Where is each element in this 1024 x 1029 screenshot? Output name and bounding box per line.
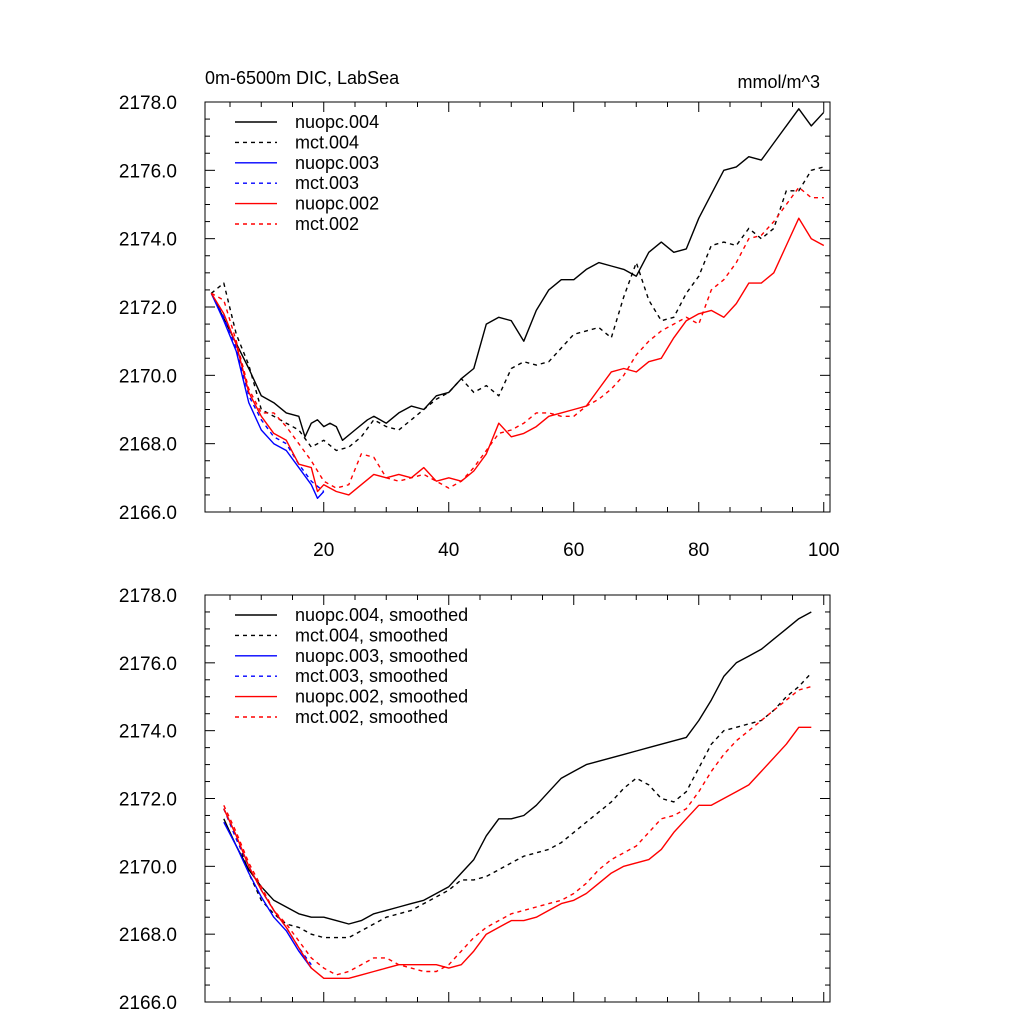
y-tick-label: 2174.0 (119, 230, 177, 251)
y-tick-label: 2166.0 (119, 993, 177, 1014)
units-label: mmol/m^3 (738, 72, 820, 92)
x-tick-label: 40 (438, 540, 459, 561)
series-line-nuopc-004-smoothed (223, 611, 812, 925)
legend-label: nuopc.002 (295, 194, 379, 214)
x-tick-label: 60 (563, 540, 584, 561)
x-tick-label: 100 (808, 540, 840, 561)
x-tick-label: 20 (313, 540, 334, 561)
series-line-mct-002 (210, 186, 824, 489)
y-tick-label: 2174.0 (119, 722, 177, 743)
y-tick-label: 2178.0 (119, 586, 177, 607)
y-tick-label: 2170.0 (119, 366, 177, 387)
series-line-mct-003-smoothed (223, 808, 312, 966)
legend-label: mct.002, smoothed (295, 707, 448, 727)
y-tick-label: 2168.0 (119, 435, 177, 456)
legend-label: nuopc.004 (295, 112, 379, 132)
y-tick-label: 2172.0 (119, 298, 177, 319)
legend-label: mct.004 (295, 132, 359, 152)
y-tick-label: 2176.0 (119, 654, 177, 675)
y-tick-label: 2172.0 (119, 790, 177, 811)
series-line-mct-004-smoothed (223, 672, 812, 939)
series-line-mct-003 (210, 292, 325, 493)
legend-label: mct.003 (295, 173, 359, 193)
series-line-nuopc-002-smoothed (223, 726, 812, 979)
legend-label: nuopc.004, smoothed (295, 605, 468, 625)
legend-label: nuopc.002, smoothed (295, 687, 468, 707)
legend-label: mct.003, smoothed (295, 666, 448, 686)
legend-label: nuopc.003, smoothed (295, 646, 468, 666)
y-tick-label: 2170.0 (119, 857, 177, 878)
legend-label: nuopc.003 (295, 153, 379, 173)
y-tick-label: 2176.0 (119, 161, 177, 182)
series-line-nuopc-002 (210, 217, 825, 496)
chart-title: 0m-6500m DIC, LabSea (205, 68, 400, 88)
y-tick-label: 2168.0 (119, 925, 177, 946)
series-line-nuopc-003 (210, 293, 325, 499)
series-line-nuopc-004 (210, 108, 825, 441)
series-line-mct-002-smoothed (223, 685, 812, 976)
bottom-panel: 2166.0 2168.0 2170.0 2172.0 2174.0 2176.0 2178… (119, 586, 831, 1014)
top-panel: 20 40 60 80 100 2166.0 2168.0 2170.0 2172.0 2174.… (119, 68, 840, 561)
x-tick-label: 80 (688, 540, 709, 561)
y-tick-label: 2178.0 (119, 93, 177, 114)
series-line-nuopc-003-smoothed (223, 821, 312, 969)
legend-label: mct.004, smoothed (295, 625, 448, 645)
legend-label: mct.002 (295, 214, 359, 234)
y-tick-label: 2166.0 (119, 503, 177, 524)
